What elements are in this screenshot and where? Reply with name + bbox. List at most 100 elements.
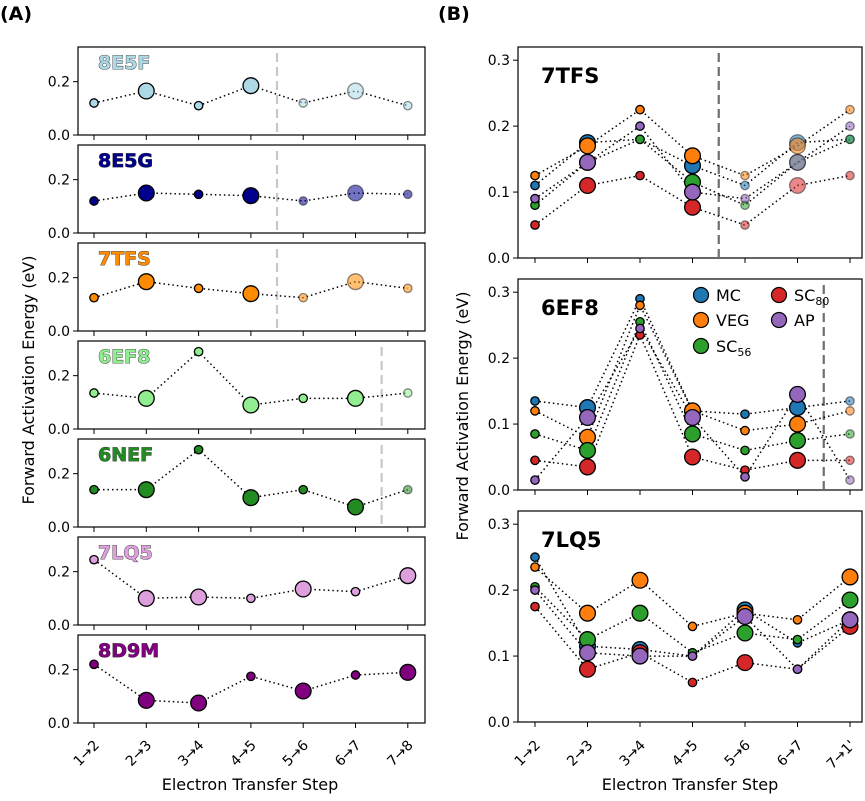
data-point — [350, 586, 361, 597]
subplot-title: 8D9M — [98, 640, 159, 662]
data-point-mc — [740, 409, 750, 420]
legend-label-sc56: SC56 — [716, 337, 751, 359]
data-point — [89, 484, 99, 495]
data-point — [137, 273, 155, 291]
axes-frame — [77, 46, 426, 136]
data-point-veg — [683, 147, 702, 165]
data-point — [402, 189, 413, 200]
data-point-veg — [635, 300, 645, 311]
y-tick-label: 0.2 — [488, 583, 510, 599]
data-point — [346, 389, 365, 407]
data-point-sc56 — [530, 429, 540, 439]
y-axis-title-b: Forward Activation Energy (eV) — [453, 292, 472, 541]
legend-subscript: 80 — [815, 295, 829, 308]
data-point — [193, 283, 204, 294]
subplot-title: 7TFS — [98, 248, 151, 270]
y-tick-label: 0.0 — [48, 716, 70, 732]
data-point-sc80 — [683, 198, 702, 216]
data-point — [346, 82, 365, 100]
data-point — [137, 691, 155, 709]
y-tick-label: 0.0 — [488, 251, 510, 267]
data-point — [242, 77, 260, 95]
axes-frame — [517, 510, 863, 723]
data-point-ap — [845, 475, 855, 485]
data-point-ap — [841, 611, 859, 629]
x-tick-label: 3→4 — [617, 737, 649, 769]
data-point-ap — [788, 385, 807, 403]
subplot-8e5f: 0.0 0.2 8E5F — [48, 46, 426, 144]
x-tick-label: 2→3 — [123, 738, 155, 770]
data-point-ap — [792, 664, 803, 675]
subplot-title: 6EF8 — [541, 296, 599, 320]
data-point-veg — [792, 614, 803, 625]
subplot-7tfs: 0.0 0.1 0.2 0.3 7TFS — [488, 46, 863, 267]
legend-marker-veg — [692, 311, 710, 329]
subplot-8d9m: 0.0 0.2 8D9M — [48, 634, 426, 732]
y-tick-label: 0.2 — [48, 565, 70, 581]
y-tick-label: 0.2 — [48, 467, 70, 483]
data-point-mc — [530, 396, 540, 406]
data-point-sc80 — [683, 448, 702, 466]
x-tick-label: 7→8 — [384, 738, 416, 770]
data-point-sc56 — [631, 604, 649, 622]
data-point-mc — [530, 180, 540, 191]
data-point-sc80 — [530, 455, 540, 466]
data-point — [137, 481, 155, 499]
data-point — [242, 187, 260, 205]
data-point-sc56 — [845, 429, 855, 439]
data-point — [402, 100, 413, 111]
data-point — [89, 388, 99, 398]
axes-frame — [517, 278, 863, 491]
data-point-ap — [788, 153, 807, 171]
data-point-veg — [845, 406, 855, 416]
data-point-sc56 — [578, 441, 597, 459]
data-point-ap — [683, 408, 702, 426]
subplot-7tfs: 0.0 0.2 7TFS — [48, 242, 426, 340]
legend-label-veg: VEG — [716, 311, 749, 330]
x-axis-title-a: Electron Transfer Step — [162, 775, 339, 794]
data-point — [298, 393, 309, 404]
data-point — [89, 292, 99, 303]
data-point-sc56 — [683, 425, 702, 443]
data-point — [137, 184, 155, 202]
data-point — [346, 184, 365, 202]
panel-a: 0.0 0.2 8E5F 0.0 0.2 8E5G 0.0 0.2 7TFS 0.0 0.2 6EF8… — [48, 46, 426, 770]
data-point — [399, 663, 417, 681]
x-tick-label: 2→3 — [564, 738, 596, 770]
data-point-ap — [578, 153, 597, 171]
axes-frame — [77, 438, 426, 528]
legend-marker-sc80 — [770, 286, 788, 304]
x-tick-label: 1→2 — [512, 738, 544, 770]
data-point-veg — [687, 621, 698, 632]
data-point-veg — [635, 104, 645, 115]
data-point — [242, 285, 260, 303]
data-point — [298, 484, 309, 495]
data-point-mc — [845, 396, 855, 406]
subplot-title: 8E5G — [98, 150, 153, 172]
data-point-veg — [845, 104, 855, 115]
y-tick-label: 0.0 — [48, 422, 70, 438]
y-tick-label: 0.3 — [488, 285, 510, 301]
data-point-mc — [530, 552, 540, 563]
data-point-sc80 — [736, 654, 754, 672]
data-point-veg — [788, 137, 807, 155]
data-point-sc56 — [635, 134, 645, 145]
data-point-ap — [578, 408, 597, 426]
legend-label-mc: MC — [716, 286, 741, 305]
y-tick-label: 0.1 — [488, 649, 510, 665]
subplot-title: 7LQ5 — [98, 542, 153, 564]
data-point-veg — [740, 170, 750, 181]
y-tick-label: 0.3 — [488, 517, 510, 533]
data-point-sc56 — [788, 432, 807, 450]
y-tick-label: 0.2 — [48, 369, 70, 385]
data-point — [298, 196, 309, 206]
axes-frame — [77, 340, 426, 430]
data-point-sc56 — [845, 134, 855, 145]
subplot-6ef8: 0.0 0.2 6EF8 — [48, 340, 426, 438]
data-point — [193, 100, 204, 111]
x-tick-label: 6→7 — [332, 738, 364, 770]
data-point — [402, 283, 413, 294]
data-point-ap — [740, 471, 750, 482]
y-axis-title-a: Forward Activation Energy (eV) — [19, 256, 38, 505]
